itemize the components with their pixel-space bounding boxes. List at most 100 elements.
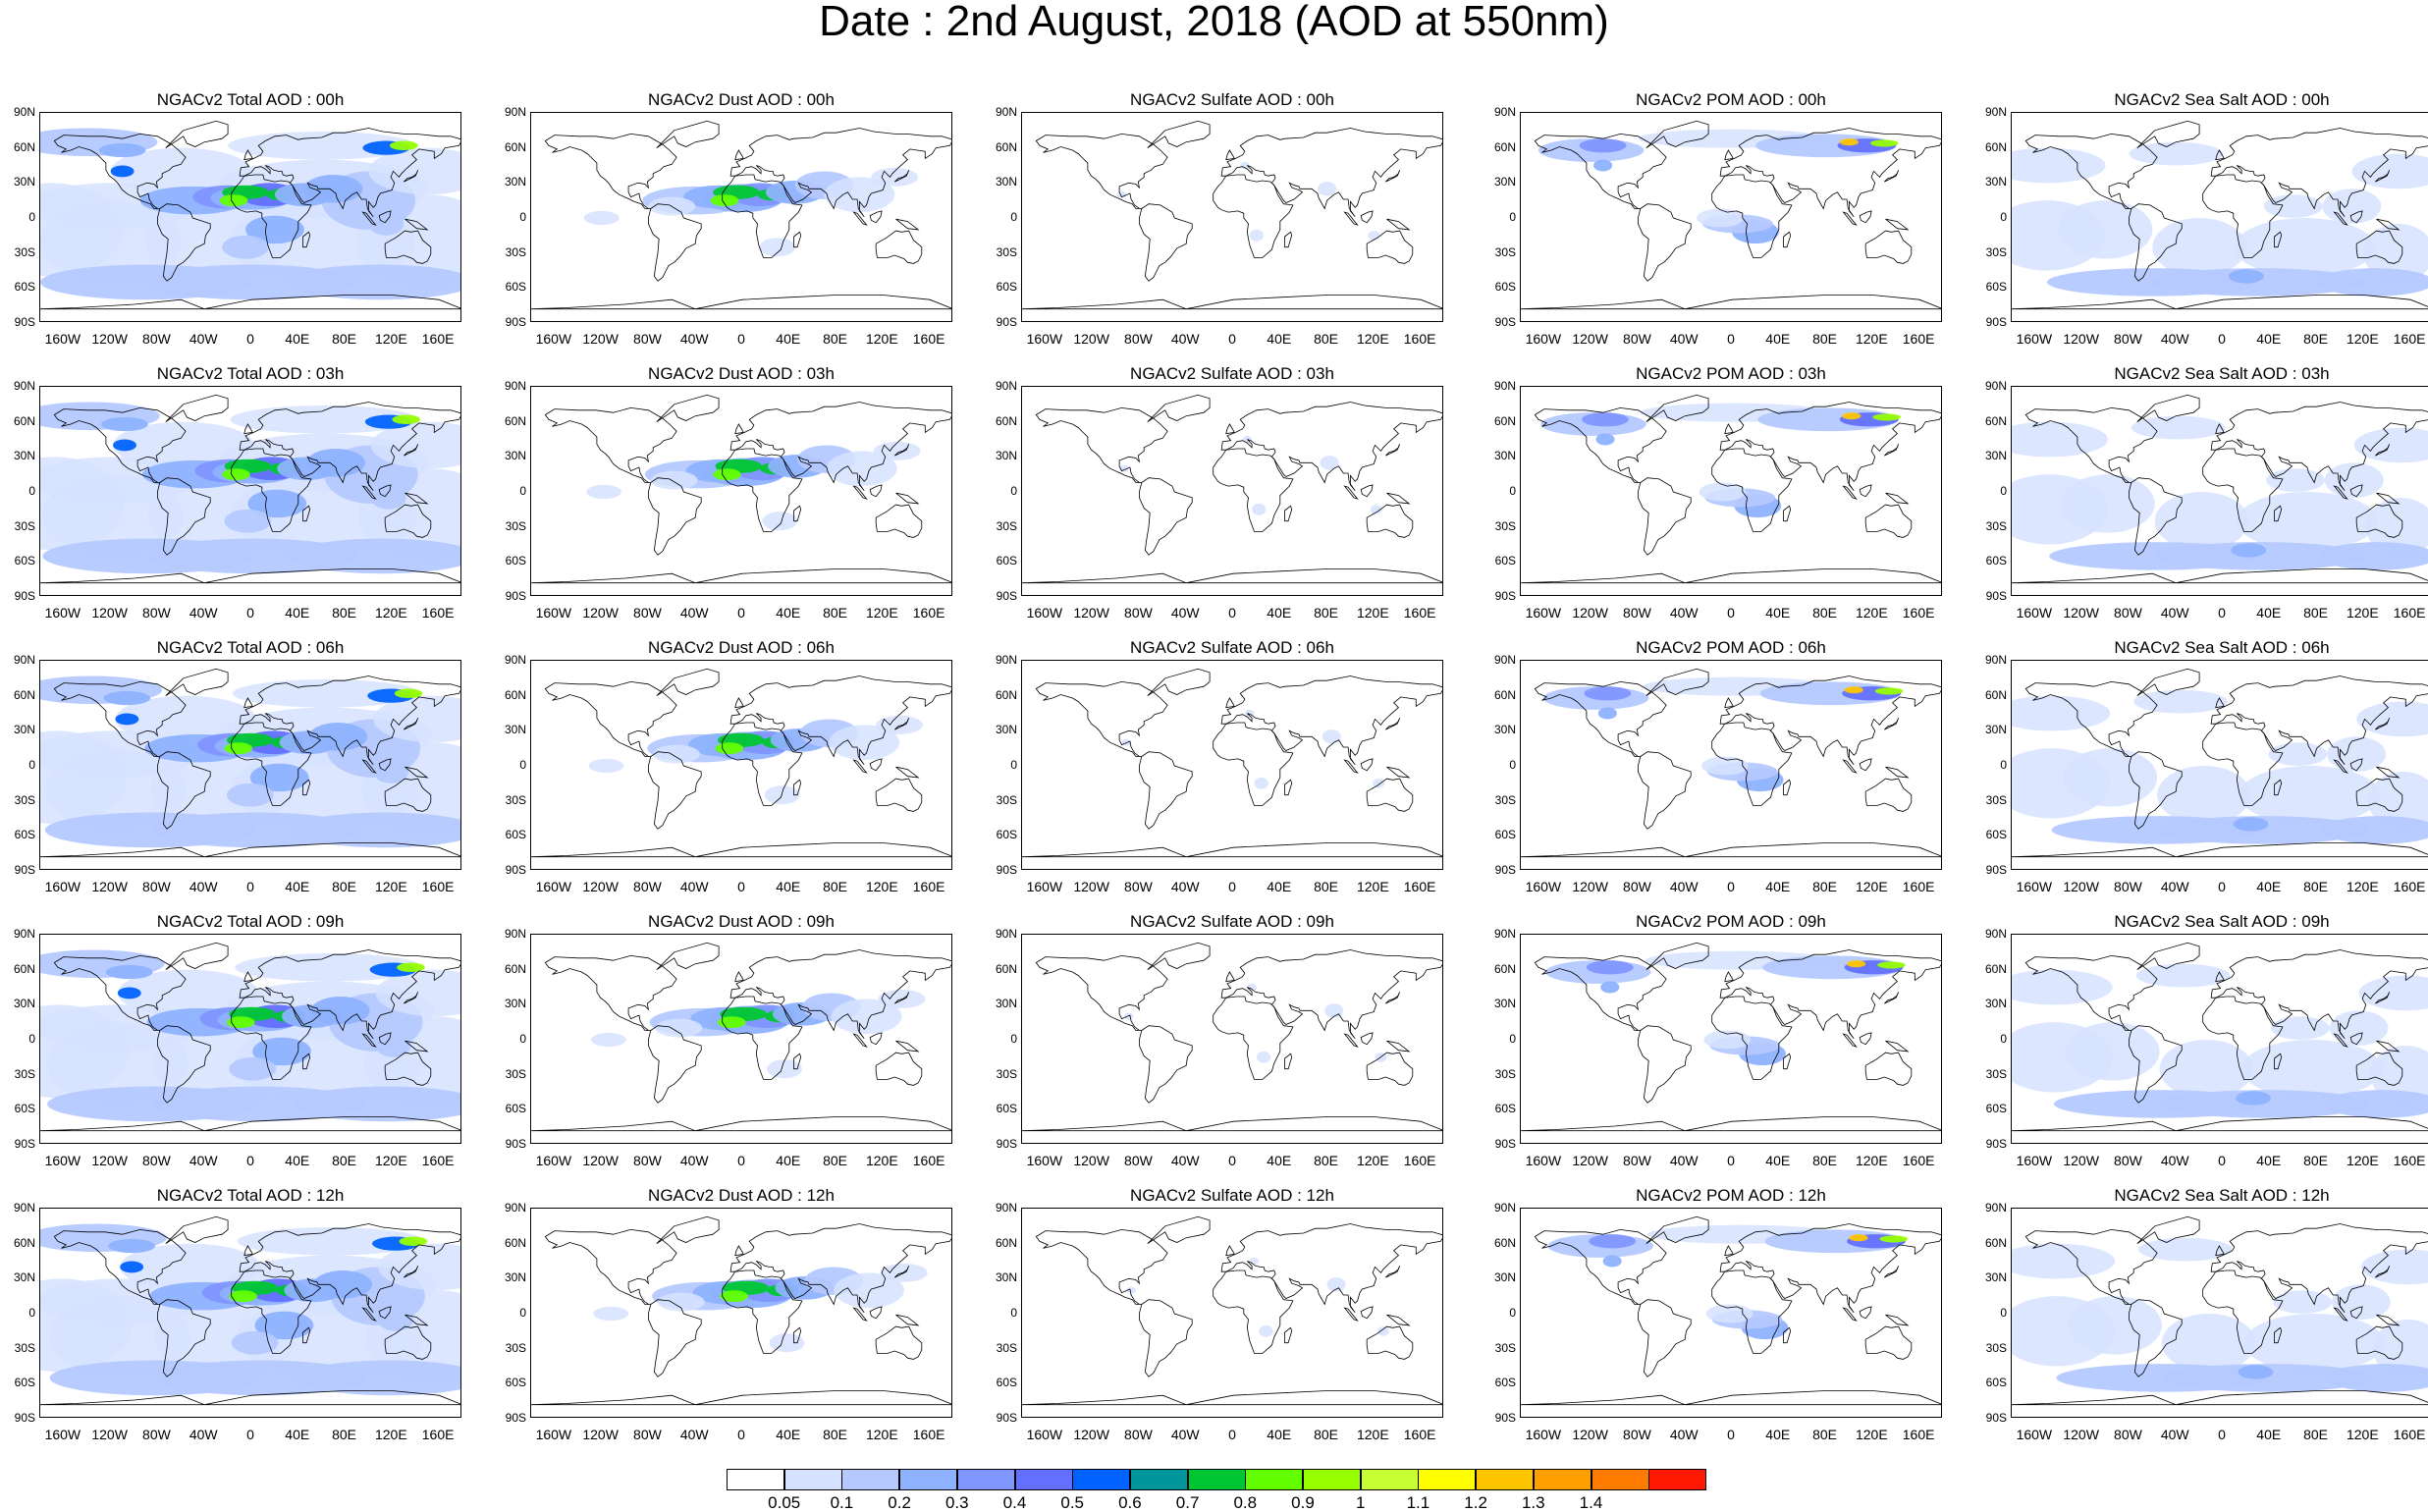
coastline — [852, 1307, 868, 1322]
coastline — [231, 722, 312, 806]
aod-blob — [231, 1330, 279, 1355]
map-frame — [39, 112, 461, 322]
colorbar-swatch — [1648, 1469, 1707, 1490]
latitude-tick-label: 30N — [995, 1270, 1017, 1285]
latitude-tick-label: 90S — [1985, 863, 2007, 877]
latitude-tick-label: 90S — [1494, 1411, 1516, 1425]
latitude-tick-label: 90N — [13, 105, 35, 119]
coastline — [1884, 718, 1899, 730]
latitude-tick-label: 0 — [519, 758, 526, 772]
coastline — [1360, 210, 1374, 224]
coastline — [722, 1269, 803, 1354]
coastline — [1366, 1325, 1414, 1360]
aod-blob — [658, 1292, 705, 1312]
longitude-tick-label: 0 — [737, 605, 745, 621]
coastline — [544, 1228, 677, 1305]
coastline — [361, 211, 377, 226]
aod-blob — [2329, 1010, 2389, 1046]
longitude-tick-label: 40E — [1765, 1427, 1791, 1442]
longitude-tick-label: 80E — [332, 331, 356, 347]
longitude-tick-label: 40E — [2256, 605, 2282, 621]
latitude-tick-label: 30S — [1985, 518, 2007, 533]
longitude-tick-label: 80W — [1124, 331, 1153, 347]
aod-blob — [2241, 1040, 2383, 1099]
latitude-tick-label: 90N — [995, 379, 1017, 393]
coastline — [793, 1326, 802, 1344]
longitude-tick-label: 160E — [2393, 331, 2426, 347]
longitude-tick-label: 160E — [912, 331, 945, 347]
latitude-tick-label: 30N — [1984, 997, 2007, 1011]
map-frame — [1520, 934, 1942, 1144]
coastline — [231, 448, 312, 532]
coastline — [729, 402, 951, 492]
coastline — [1225, 1245, 1235, 1257]
coastline — [40, 1116, 460, 1132]
longitude-tick-label: 160W — [44, 331, 81, 347]
latitude-tick-label: 90N — [13, 1201, 35, 1215]
coastline — [40, 568, 460, 584]
aod-blob — [2012, 695, 2111, 731]
coastline — [1884, 444, 1899, 457]
coastline — [2136, 942, 2200, 971]
panel-title: NGACv2 Sea Salt AOD : 06h — [2114, 638, 2330, 657]
longitude-tick-label: 0 — [737, 879, 745, 894]
longitude-tick-label: 120W — [1572, 1427, 1608, 1442]
coastline — [1638, 1299, 1692, 1377]
aod-blob — [1839, 138, 1859, 146]
coastline — [2024, 133, 2158, 209]
latitude-tick-label: 90S — [1985, 315, 2007, 329]
aod-blob — [873, 441, 921, 460]
latitude-tick-label: 60N — [13, 1235, 35, 1250]
longitude-tick-label: 120W — [1073, 879, 1109, 894]
latitude-tick-label: 60S — [505, 828, 526, 842]
latitude-tick-label: 30S — [1494, 1066, 1516, 1081]
coastline — [895, 1040, 920, 1053]
longitude-tick-label: 80E — [2303, 1153, 2328, 1168]
longitude-tick-label: 120E — [1855, 331, 1888, 347]
coastline — [1360, 1032, 1374, 1046]
panel-title: NGACv2 Sulfate AOD : 12h — [1130, 1186, 1334, 1205]
latitude-tick-label: 60S — [505, 1376, 526, 1390]
colorbar-label: 0.8 — [1233, 1493, 1258, 1512]
aod-blob — [1700, 756, 1749, 776]
coastline — [1711, 1269, 1793, 1354]
longitude-tick-label: 40W — [189, 605, 218, 621]
panel-title: NGACv2 POM AOD : 06h — [1636, 638, 1826, 657]
coastline — [1343, 211, 1359, 226]
colorbar-label: 0.3 — [944, 1493, 969, 1512]
longitude-tick-label: 120E — [865, 879, 898, 894]
latitude-tick-label: 0 — [1010, 758, 1017, 772]
coastline — [378, 1306, 392, 1320]
coastline — [1213, 174, 1294, 258]
map-dust — [531, 394, 951, 584]
coastline — [852, 759, 868, 774]
longitude-tick-label: 160W — [2016, 331, 2053, 347]
aod-blob — [2238, 1365, 2274, 1379]
coastline — [1884, 1266, 1899, 1278]
latitude-tick-label: 0 — [2000, 1306, 2007, 1320]
longitude-tick-label: 80E — [1812, 331, 1837, 347]
panel-title: NGACv2 Total AOD : 03h — [156, 364, 345, 383]
coastline — [1343, 759, 1359, 774]
coastline — [734, 149, 744, 161]
coastline — [1885, 218, 1910, 231]
coastline — [239, 128, 460, 218]
aod-blob — [2154, 492, 2249, 551]
coastline — [793, 1053, 802, 1070]
aod-blob — [1589, 1234, 1637, 1249]
coastline — [734, 697, 744, 709]
coastline — [729, 675, 951, 766]
longitude-tick-label: 160E — [1902, 331, 1935, 347]
panel-title: NGACv2 POM AOD : 09h — [1636, 912, 1826, 931]
coastline — [793, 779, 802, 796]
latitude-tick-label: 60N — [1493, 687, 1516, 702]
longitude-tick-label: 120W — [1073, 1427, 1109, 1442]
longitude-tick-label: 40E — [285, 1153, 310, 1168]
map-panel: NGACv2 Dust AOD : 09h 90N 60N 30N 0 30S 60S 90S… — [491, 912, 952, 1177]
longitude-tick-label: 160W — [535, 331, 572, 347]
longitude-tick-label: 120W — [582, 331, 619, 347]
longitude-tick-label: 40E — [2256, 879, 2282, 894]
longitude-tick-label: 120E — [374, 1427, 407, 1442]
longitude-tick-label: 0 — [1228, 1153, 1236, 1168]
map-panel: NGACv2 Total AOD : 06h 90N 60N 30N 0 30S 60S 90… — [0, 638, 461, 903]
